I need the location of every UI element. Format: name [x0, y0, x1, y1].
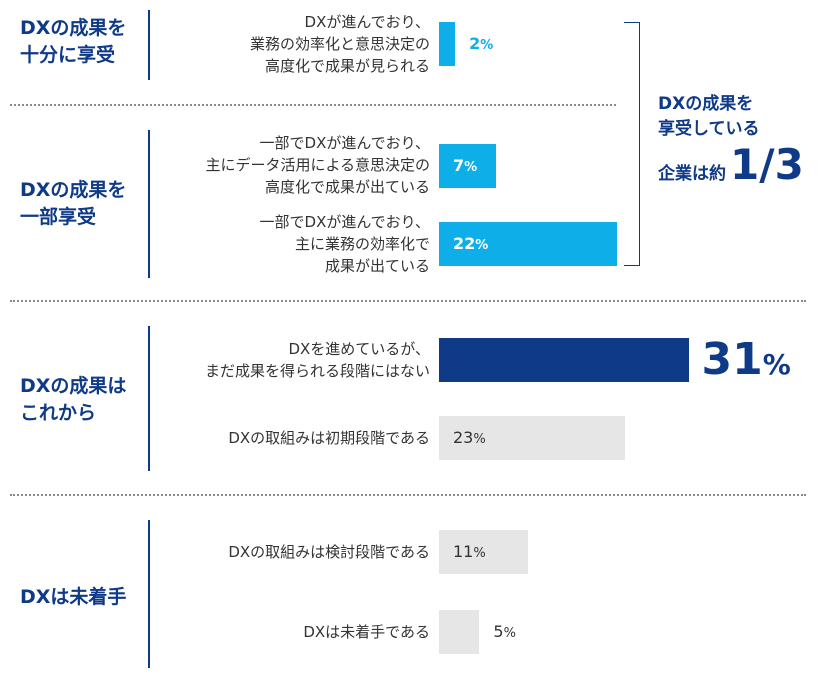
callout-big-value: 1/3 — [730, 140, 804, 189]
group-label-full: DXの成果を 十分に享受 — [20, 17, 127, 66]
group-line-future — [148, 326, 150, 471]
callout-one-third: DXの成果を 享受している 企業は約 1/3 — [658, 92, 804, 188]
bar — [439, 338, 690, 382]
group-line-full — [148, 10, 150, 80]
value-label: 22% — [453, 234, 489, 253]
bracket-enjoying — [624, 22, 640, 266]
group-label-partial: DXの成果を 一部享受 — [20, 179, 127, 228]
value-label: 11% — [453, 542, 486, 561]
separator-2 — [10, 300, 806, 302]
value-label: 31% — [701, 334, 791, 385]
group-label-not-started: DXは未着手 — [20, 586, 127, 608]
value-label: 2% — [469, 34, 494, 53]
bar — [439, 416, 625, 460]
category-label: DXは未着手である — [303, 623, 430, 641]
callout-line-1: DXの成果を — [658, 94, 754, 114]
category-label: 一部でDXが進んでおり、 主にデータ活用による意思決定の 高度化で成果が出ている — [205, 134, 430, 196]
separator-1 — [10, 104, 616, 106]
category-label: 一部でDXが進んでおり、 主に業務の効率化で 成果が出ている — [259, 213, 430, 275]
bar — [439, 530, 528, 574]
value-label: 7% — [453, 156, 478, 175]
group-line-partial — [148, 130, 150, 278]
group-label-future: DXの成果は これから — [20, 375, 127, 424]
callout-prefix: 企業は約 — [658, 164, 726, 184]
callout-line-2: 享受している — [658, 119, 760, 139]
category-label: DXの取組みは検討段階である — [228, 543, 430, 561]
bar — [439, 222, 617, 266]
bar — [439, 610, 480, 654]
separator-3 — [10, 494, 806, 496]
value-label: 5% — [493, 622, 516, 641]
value-label: 23% — [453, 428, 486, 447]
bar — [439, 22, 456, 66]
category-label: DXの取組みは初期段階である — [228, 429, 430, 447]
bar — [439, 144, 496, 188]
group-line-not-started — [148, 520, 150, 668]
category-label: DXを進めているが、 まだ成果を得られる段階にはない — [204, 340, 430, 380]
category-label: DXが進んでおり、 業務の効率化と意思決定の 高度化で成果が見られる — [249, 13, 430, 75]
